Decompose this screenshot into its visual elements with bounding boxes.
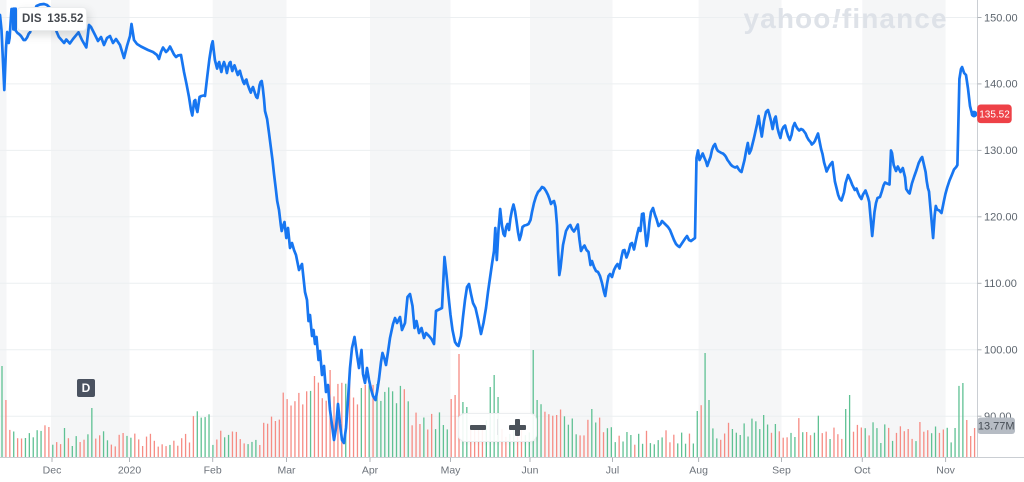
svg-text:2020: 2020 — [118, 465, 142, 477]
svg-text:135.52: 135.52 — [979, 110, 1010, 121]
svg-text:yahoo!finance: yahoo!finance — [744, 3, 948, 34]
svg-text:140.00: 140.00 — [984, 79, 1018, 91]
svg-text:Jul: Jul — [606, 465, 619, 477]
svg-text:13.77M: 13.77M — [978, 421, 1015, 433]
svg-text:120.00: 120.00 — [984, 212, 1018, 224]
svg-text:Feb: Feb — [204, 465, 222, 477]
svg-text:Oct: Oct — [854, 465, 870, 477]
svg-text:Apr: Apr — [362, 465, 379, 477]
svg-text:Sep: Sep — [772, 465, 791, 477]
svg-text:130.00: 130.00 — [984, 145, 1018, 157]
svg-text:Jun: Jun — [522, 465, 539, 477]
svg-text:Aug: Aug — [689, 465, 708, 477]
svg-text:Mar: Mar — [277, 465, 296, 477]
svg-text:150.00: 150.00 — [984, 12, 1018, 24]
svg-text:May: May — [441, 465, 462, 477]
svg-text:Dec: Dec — [43, 465, 62, 477]
svg-text:Nov: Nov — [936, 465, 955, 477]
svg-text:110.00: 110.00 — [984, 278, 1017, 290]
svg-text:100.00: 100.00 — [984, 345, 1018, 357]
